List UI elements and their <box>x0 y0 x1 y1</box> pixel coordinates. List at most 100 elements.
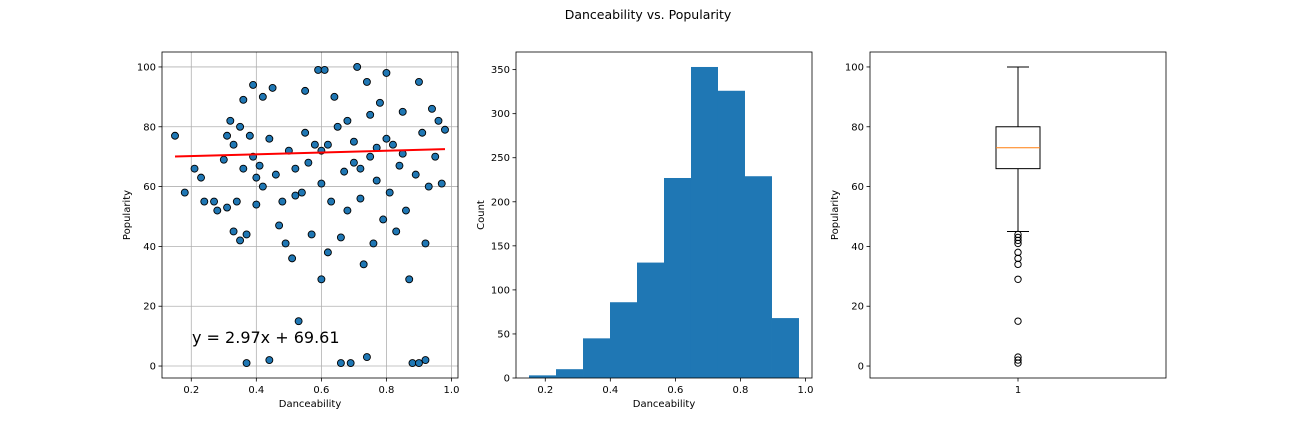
scatter-point <box>278 197 287 206</box>
scatter-point <box>258 92 267 101</box>
scatter-point <box>288 254 297 263</box>
scatter-point <box>398 107 407 116</box>
outlier-point <box>1014 239 1022 248</box>
scatter-point <box>197 173 205 182</box>
scatter-ytick-label: 60 <box>143 182 156 193</box>
histogram-bar <box>583 338 611 378</box>
scatter-ytick-label: 0 <box>150 362 156 373</box>
histogram-ytick-label: 250 <box>491 153 510 164</box>
scatter-point <box>180 188 189 197</box>
scatter-point <box>375 98 384 107</box>
scatter-point <box>369 239 378 248</box>
outlier-point <box>1014 275 1022 284</box>
scatter-point <box>236 122 245 131</box>
scatter-point <box>385 188 394 197</box>
regression-equation: y = 2.97x + 69.61 <box>192 328 340 347</box>
scatter-point <box>343 206 352 215</box>
scatter-point <box>213 206 222 215</box>
histogram-frame <box>515 51 813 379</box>
scatter-point <box>236 236 245 245</box>
scatter-point <box>323 140 332 149</box>
scatter-point <box>327 197 336 206</box>
scatter-point <box>229 227 238 236</box>
scatter-point <box>268 83 277 92</box>
scatter-point <box>265 134 274 143</box>
histogram-bar <box>664 177 691 378</box>
scatter-point <box>314 65 323 74</box>
scatter-point <box>239 95 248 104</box>
histogram-bar <box>529 375 557 378</box>
scatter-point <box>275 221 284 230</box>
histogram-bar <box>610 302 638 378</box>
scatter-point <box>323 248 332 257</box>
boxplot-ylabel: Popularity <box>830 190 841 240</box>
scatter-point <box>346 359 355 367</box>
histogram-ytick-label: 350 <box>491 65 510 76</box>
scatter-point <box>317 275 326 284</box>
histogram-xtick-label: 0.6 <box>667 385 683 396</box>
histogram-bar <box>744 176 772 378</box>
scatter-point <box>294 317 303 326</box>
scatter-point <box>340 167 349 176</box>
scatter-point <box>239 164 248 173</box>
scatter-point <box>265 356 274 365</box>
histogram-xtick-label: 1.0 <box>798 385 814 396</box>
histogram-ytick-label: 300 <box>491 109 510 120</box>
scatter-point <box>171 131 179 140</box>
boxplot-ytick-label: 20 <box>851 302 864 313</box>
scatter-point <box>349 158 358 167</box>
scatter-ytick-label: 40 <box>143 242 156 253</box>
scatter-xtick-label: 1.0 <box>444 385 460 396</box>
scatter-point <box>349 137 358 146</box>
scatter-ytick-label: 100 <box>137 62 156 73</box>
regression-line-group <box>174 148 446 158</box>
scatter-point <box>271 170 280 179</box>
scatter-point <box>392 227 401 236</box>
histogram-bar <box>556 369 584 378</box>
scatter-point <box>382 134 391 143</box>
scatter-point <box>418 128 427 137</box>
scatter-point <box>353 63 362 71</box>
scatter-point <box>219 155 228 164</box>
boxplot-ytick-label: 0 <box>858 362 864 373</box>
scatter-ytick-label: 80 <box>143 122 156 133</box>
figure-title: Danceability vs. Popularity <box>565 7 732 22</box>
boxplot-ytick-label: 60 <box>851 182 864 193</box>
scatter-xtick-label: 0.6 <box>313 385 329 396</box>
regression-line <box>174 148 446 158</box>
scatter-point <box>421 239 430 248</box>
scatter-point <box>304 158 313 167</box>
histogram-ytick-label: 0 <box>504 374 510 385</box>
histogram-bars <box>529 66 799 378</box>
outlier-point <box>1014 359 1022 367</box>
boxplot-ytick-label: 80 <box>851 122 864 133</box>
boxplot-box <box>995 66 1041 367</box>
boxplot-axes: 0 20 40 60 80 100 1 <box>845 62 1021 396</box>
histogram-xtick-label: 0.4 <box>602 385 618 396</box>
scatter-ytick-label: 20 <box>143 302 156 313</box>
scatter-point <box>421 356 430 365</box>
scatter-point <box>291 191 300 200</box>
scatter-point <box>424 182 433 191</box>
boxplot-ytick-label: 100 <box>845 62 864 73</box>
scatter-point <box>317 179 326 188</box>
scatter-point <box>441 125 449 134</box>
histogram-ytick-label: 100 <box>491 285 510 296</box>
scatter-point <box>242 230 251 239</box>
histogram-ytick-label: 200 <box>491 197 510 208</box>
scatter-point <box>431 152 440 161</box>
histogram-ytick-label: 50 <box>497 329 510 340</box>
scatter-point <box>330 92 339 101</box>
histogram-ytick-label: 150 <box>491 241 510 252</box>
scatter-point <box>434 116 443 125</box>
scatter-ylabel: Popularity <box>122 190 133 240</box>
scatter-point <box>223 203 232 212</box>
scatter-point <box>366 110 375 119</box>
boxplot-xtick-label: 1 <box>1015 385 1021 396</box>
scatter-point <box>307 230 316 239</box>
boxplot-panel: 0 20 40 60 80 100 1 Popularity <box>830 51 1167 396</box>
scatter-point <box>336 233 345 242</box>
scatter-point <box>411 170 420 179</box>
scatter-point <box>359 260 368 269</box>
outlier-point <box>1014 356 1022 364</box>
